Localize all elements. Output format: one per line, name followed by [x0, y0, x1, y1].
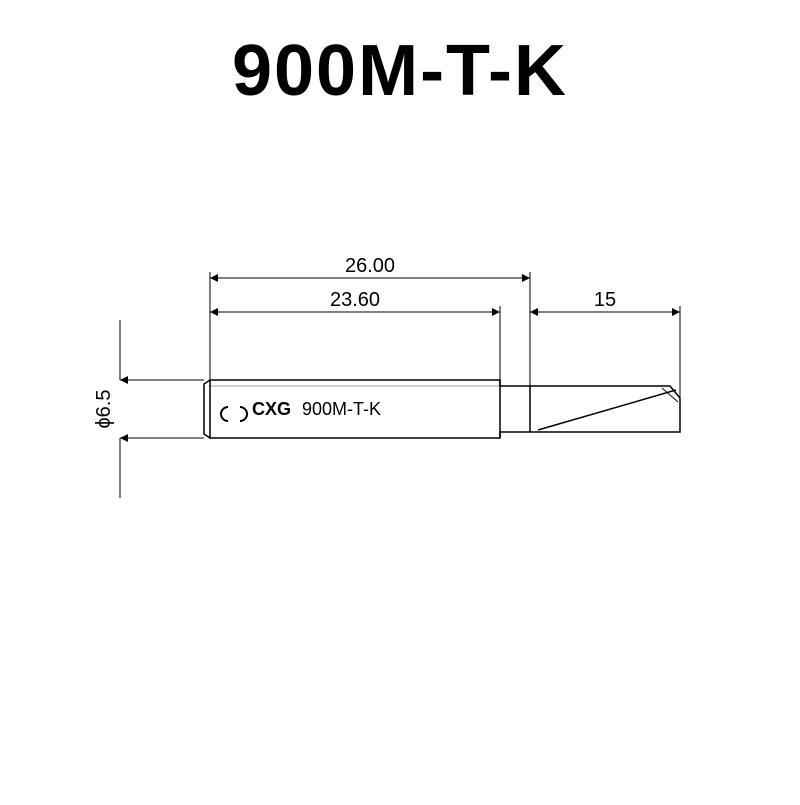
body-label-model: 900M-T-K [302, 399, 381, 419]
dim-tip-length-value: 15 [594, 289, 616, 311]
body-label-brand: CXG [252, 399, 291, 419]
dim-diameter-value: ϕ6.5 [93, 389, 115, 428]
dim-overall-length-value: 26.00 [345, 255, 395, 277]
dimension-diagram: CXG 900M-T-K 26.00 23.60 15 ϕ6.5 [0, 0, 800, 800]
dim-body-length-value: 23.60 [330, 289, 380, 311]
part-title: 900M-T-K [0, 30, 800, 112]
